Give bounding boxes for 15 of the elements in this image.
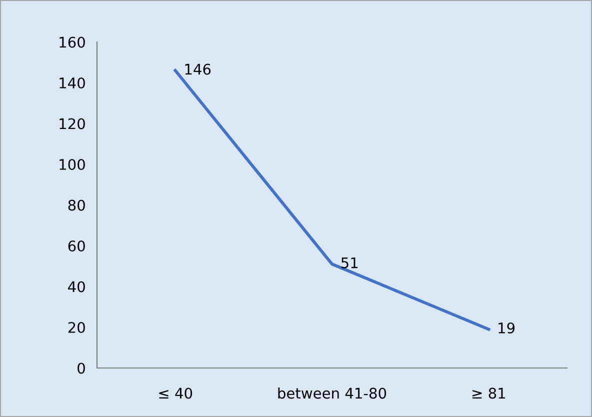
y-tick-label: 120: [60, 118, 85, 130]
x-tick-label: between 41-80: [278, 387, 386, 399]
y-tick-label: 20: [68, 322, 85, 333]
y-tick-label: 140: [60, 77, 85, 88]
x-tick-label: ≥ 81: [472, 388, 506, 399]
y-tick-label: 100: [60, 158, 85, 170]
y-tick-label: 40: [68, 281, 85, 292]
data-label: 146: [185, 64, 211, 75]
data-label: 51: [341, 257, 358, 268]
y-tick-label: 80: [68, 200, 85, 211]
y-tick-label: 160: [60, 36, 85, 48]
x-tick-label: ≤ 40: [159, 388, 192, 399]
data-label: 19: [498, 322, 515, 334]
y-tick-label: 60: [68, 240, 85, 252]
y-tick-label: 0: [78, 362, 85, 374]
